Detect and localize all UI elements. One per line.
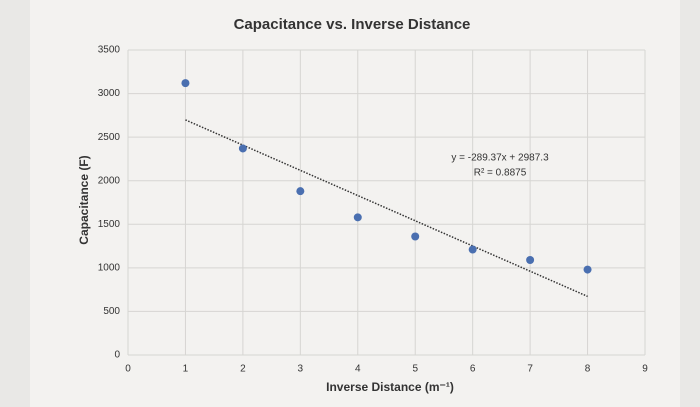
chart-background xyxy=(30,0,680,407)
data-point xyxy=(526,256,535,265)
x-tick-label: 6 xyxy=(470,364,476,375)
data-point xyxy=(411,232,420,241)
trendline-r-squared: R² = 0.8875 xyxy=(474,168,527,179)
chart-title: Capacitance vs. Inverse Distance xyxy=(234,16,471,33)
x-tick-label: 7 xyxy=(527,364,533,375)
data-point xyxy=(181,79,190,88)
data-point xyxy=(468,245,477,254)
y-tick-label: 3000 xyxy=(98,88,121,99)
y-axis-label: Capacitance (F) xyxy=(77,155,91,244)
x-tick-label: 3 xyxy=(298,364,304,375)
y-tick-label: 1500 xyxy=(98,219,121,230)
x-tick-label: 2 xyxy=(240,364,246,375)
data-point xyxy=(296,187,305,196)
x-axis-label: Inverse Distance (m⁻¹) xyxy=(326,380,454,394)
data-point xyxy=(353,213,362,222)
x-tick-label: 9 xyxy=(642,364,648,375)
trendline-equation: y = -289.37x + 2987.3 xyxy=(451,153,549,164)
y-tick-label: 2000 xyxy=(98,175,121,186)
y-tick-label: 3500 xyxy=(98,45,121,56)
y-tick-label: 0 xyxy=(114,350,120,361)
trendline xyxy=(185,119,588,298)
y-tick-label: 2500 xyxy=(98,132,121,143)
x-tick-label: 4 xyxy=(355,364,361,375)
x-tick-label: 1 xyxy=(183,364,189,375)
x-tick-label: 0 xyxy=(125,364,131,375)
y-tick-label: 500 xyxy=(103,306,120,317)
data-point xyxy=(238,144,247,153)
x-tick-label: 5 xyxy=(412,364,418,375)
y-tick-label: 1000 xyxy=(98,262,121,273)
x-tick-label: 8 xyxy=(585,364,591,375)
data-point xyxy=(583,265,592,274)
